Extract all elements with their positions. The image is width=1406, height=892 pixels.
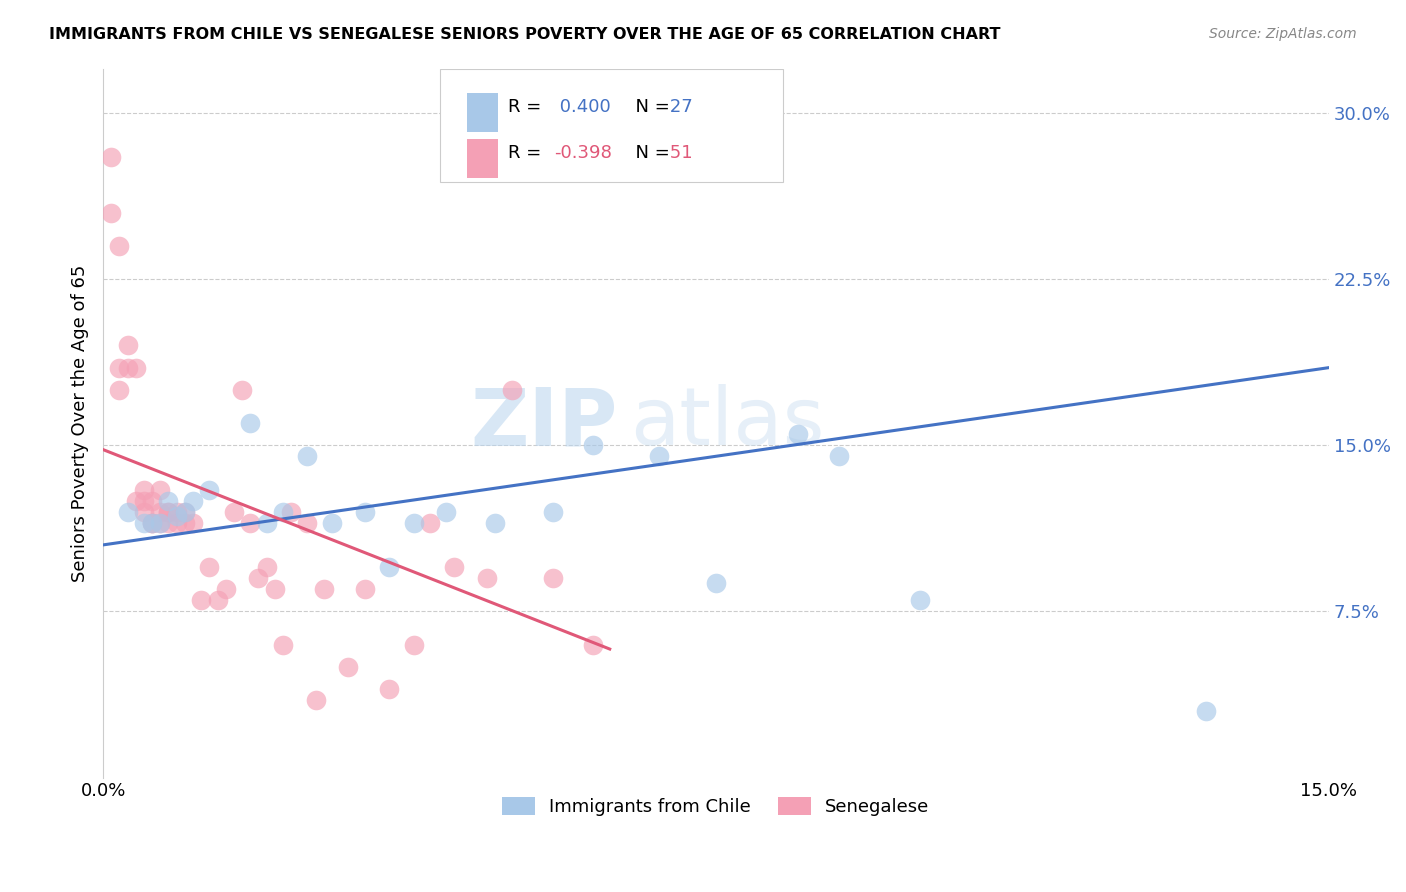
Text: Source: ZipAtlas.com: Source: ZipAtlas.com (1209, 27, 1357, 41)
Point (117, 505, 139, 519)
Point (239, 416, 262, 430)
Text: 51: 51 (665, 145, 693, 162)
Point (141, 516, 163, 530)
Point (132, 493, 155, 508)
Text: ZIP: ZIP (471, 384, 617, 462)
Point (181, 516, 204, 530)
Point (271, 505, 294, 519)
Point (132, 483, 155, 497)
Point (263, 582, 285, 597)
Point (402, 516, 425, 530)
Point (443, 560, 465, 574)
Point (321, 516, 343, 530)
Text: atlas: atlas (630, 384, 824, 462)
Point (582, 638, 605, 652)
Point (132, 516, 155, 530)
Point (117, 360, 139, 375)
Point (108, 360, 131, 375)
Point (378, 560, 401, 574)
Point (247, 571, 270, 585)
Point (198, 483, 221, 497)
Point (231, 383, 253, 397)
Point (648, 450, 671, 464)
FancyBboxPatch shape (440, 69, 783, 182)
Point (100, 150, 122, 164)
Bar (467, 139, 498, 178)
Point (297, 516, 319, 530)
Point (125, 360, 148, 375)
Point (157, 516, 180, 530)
Point (141, 516, 163, 530)
Point (132, 505, 155, 519)
Text: 0.400: 0.400 (554, 98, 612, 116)
Point (149, 516, 172, 530)
Point (304, 693, 326, 707)
Point (198, 560, 221, 574)
Point (173, 516, 195, 530)
Point (141, 516, 163, 530)
Point (166, 509, 188, 524)
Point (582, 438, 605, 452)
Legend: Immigrants from Chile, Senegalese: Immigrants from Chile, Senegalese (494, 788, 938, 825)
Text: R =: R = (508, 145, 541, 162)
Text: -0.398: -0.398 (554, 145, 612, 162)
Point (108, 239, 131, 253)
Text: N =: N = (624, 145, 669, 162)
Point (157, 505, 180, 519)
Point (173, 505, 195, 519)
Point (297, 450, 319, 464)
Point (337, 660, 360, 674)
Point (475, 571, 498, 585)
Point (207, 593, 229, 607)
Point (157, 493, 180, 508)
Point (419, 516, 441, 530)
Point (353, 505, 375, 519)
Point (484, 516, 506, 530)
Point (704, 575, 727, 590)
Point (256, 560, 278, 574)
Point (256, 516, 278, 530)
Point (786, 427, 808, 442)
Point (149, 483, 172, 497)
Point (541, 571, 564, 585)
Point (166, 505, 188, 519)
Point (827, 450, 849, 464)
Point (149, 505, 172, 519)
Point (402, 638, 425, 652)
Point (108, 383, 131, 397)
Point (434, 505, 457, 519)
Point (181, 493, 204, 508)
Point (501, 383, 523, 397)
Point (239, 516, 262, 530)
Point (117, 338, 139, 352)
Point (312, 582, 335, 597)
Text: R =: R = (508, 98, 541, 116)
Point (280, 505, 302, 519)
Point (1195, 704, 1218, 718)
Bar (467, 94, 498, 132)
Y-axis label: Seniors Poverty Over the Age of 65: Seniors Poverty Over the Age of 65 (72, 264, 89, 582)
Text: 27: 27 (665, 98, 693, 116)
Point (353, 582, 375, 597)
Point (166, 516, 188, 530)
Point (378, 681, 401, 696)
Point (908, 593, 931, 607)
Text: IMMIGRANTS FROM CHILE VS SENEGALESE SENIORS POVERTY OVER THE AGE OF 65 CORRELATI: IMMIGRANTS FROM CHILE VS SENEGALESE SENI… (49, 27, 1001, 42)
Text: N =: N = (624, 98, 669, 116)
Point (271, 638, 294, 652)
Point (149, 516, 172, 530)
Point (541, 505, 564, 519)
Point (125, 493, 148, 508)
Point (222, 505, 245, 519)
Point (215, 582, 238, 597)
Point (190, 593, 212, 607)
Point (141, 493, 163, 508)
Point (100, 205, 122, 219)
Point (157, 505, 180, 519)
Point (173, 505, 195, 519)
